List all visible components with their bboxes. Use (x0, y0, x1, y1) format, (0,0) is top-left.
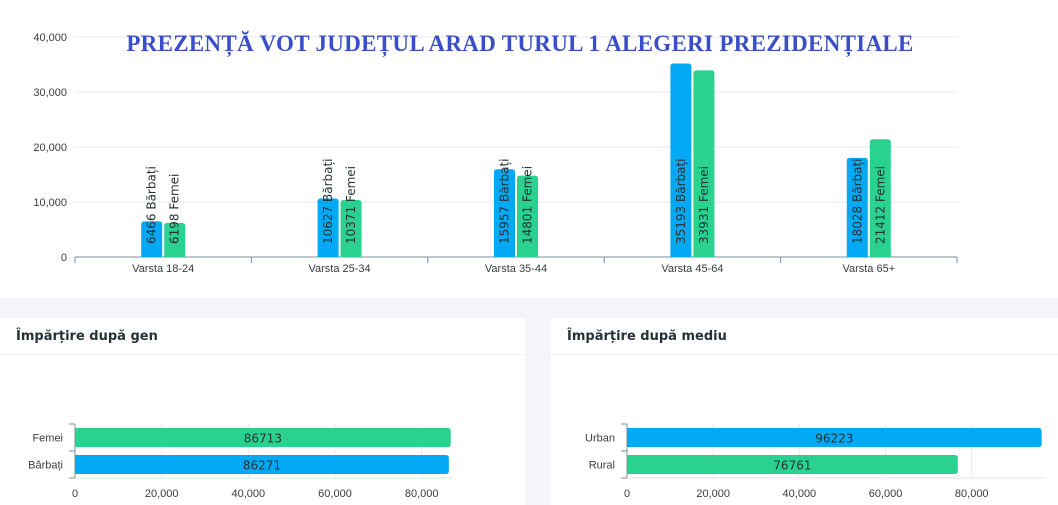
bar-data-label: 18028 Bărbați (850, 158, 864, 244)
gender-chart-panel: Împărțire după gen 0 20,000 40,000 60,000 80… (0, 318, 525, 505)
bar-femei (693, 70, 715, 257)
bar-barbati (317, 198, 339, 257)
x-tick-label: 20,000 (145, 488, 179, 500)
y-tick-label: Bărbați (28, 460, 63, 472)
bar-barbati (670, 63, 692, 257)
x-tick-label: 40,000 (783, 488, 817, 500)
y-tick-label: 40,000 (33, 32, 67, 44)
bar-data-label: 14801 Femei (521, 166, 535, 244)
area-bar-chart: 0 20,000 40,000 60,000 80,000 Urban 96223 Rural… (585, 423, 1045, 500)
bar-data-label: 21412 Femei (873, 166, 887, 244)
y-tick-label: Rural (589, 460, 615, 472)
hbar-femei (75, 428, 451, 447)
x-tick-label: 60,000 (318, 488, 352, 500)
hbar-data-label: 86271 (243, 459, 281, 473)
bar-femei (517, 175, 538, 257)
bar-barbati (846, 157, 868, 257)
hbar-rural (627, 455, 958, 474)
area-panel-header: Împărțire după mediu (551, 318, 1058, 355)
chart-title: PREZENȚĂ VOT JUDEȚUL ARAD TURUL 1 ALEGER… (126, 31, 914, 56)
x-tick-label: 80,000 (955, 488, 989, 500)
bar-barbati (141, 221, 163, 257)
hbar-data-label: 96223 (815, 432, 853, 446)
bar-femei (164, 222, 186, 257)
gender-panel-title: Împărțire după gen (16, 329, 158, 344)
bar-femei (340, 199, 362, 257)
x-tick-label: Varsta 18-24 (132, 263, 194, 275)
y-tick-label: 20,000 (33, 142, 67, 154)
y-tick-label: Femei (32, 433, 63, 445)
bar-data-label: 6466 Bărbați (145, 166, 159, 244)
x-tick-label: 0 (624, 488, 630, 500)
x-tick-label: 20,000 (696, 488, 730, 500)
hbar-urban (627, 428, 1042, 447)
gender-panel-header: Împărțire după gen (0, 318, 525, 355)
x-tick-label: Varsta 25-34 (309, 263, 371, 275)
y-tick-label: Urban (585, 433, 615, 445)
bar-data-label: 10627 Bărbați (321, 158, 335, 244)
bar-femei (869, 139, 891, 257)
hbar-brbai (75, 455, 449, 474)
y-tick-label: 0 (61, 252, 67, 264)
age-bar-chart: 0 10,000 20,000 30,000 40,000 Varsta 18-24 646… (33, 32, 958, 275)
bar-data-label: 10371 Femei (344, 166, 358, 244)
x-tick-label: Varsta 45-64 (661, 263, 723, 275)
bar-data-label: 35193 Bărbați (674, 158, 688, 244)
area-chart-panel: Împărțire după mediu 0 20,000 40,000 60,000… (551, 318, 1058, 505)
bar-data-label: 33931 Femei (697, 166, 711, 244)
x-tick-label: 0 (72, 488, 78, 500)
bar-data-label: 6198 Femei (168, 174, 182, 244)
age-chart-panel: 0 10,000 20,000 30,000 40,000 Varsta 18-24 646… (0, 0, 1058, 298)
x-tick-label: 40,000 (232, 488, 266, 500)
area-panel-title: Împărțire după mediu (567, 329, 727, 344)
hbar-data-label: 86713 (244, 432, 282, 446)
y-tick-label: 10,000 (33, 197, 67, 209)
x-tick-label: Varsta 35-44 (485, 263, 547, 275)
y-tick-label: 30,000 (33, 87, 67, 99)
x-tick-label: 80,000 (405, 488, 439, 500)
bar-barbati (494, 169, 515, 257)
gender-bar-chart: 0 20,000 40,000 60,000 80,000 Femei 86713 Bărba… (28, 423, 452, 500)
x-tick-label: 60,000 (869, 488, 903, 500)
bar-data-label: 15957 Bărbați (498, 158, 512, 244)
x-tick-label: Varsta 65+ (842, 263, 895, 275)
hbar-data-label: 76761 (773, 459, 811, 473)
